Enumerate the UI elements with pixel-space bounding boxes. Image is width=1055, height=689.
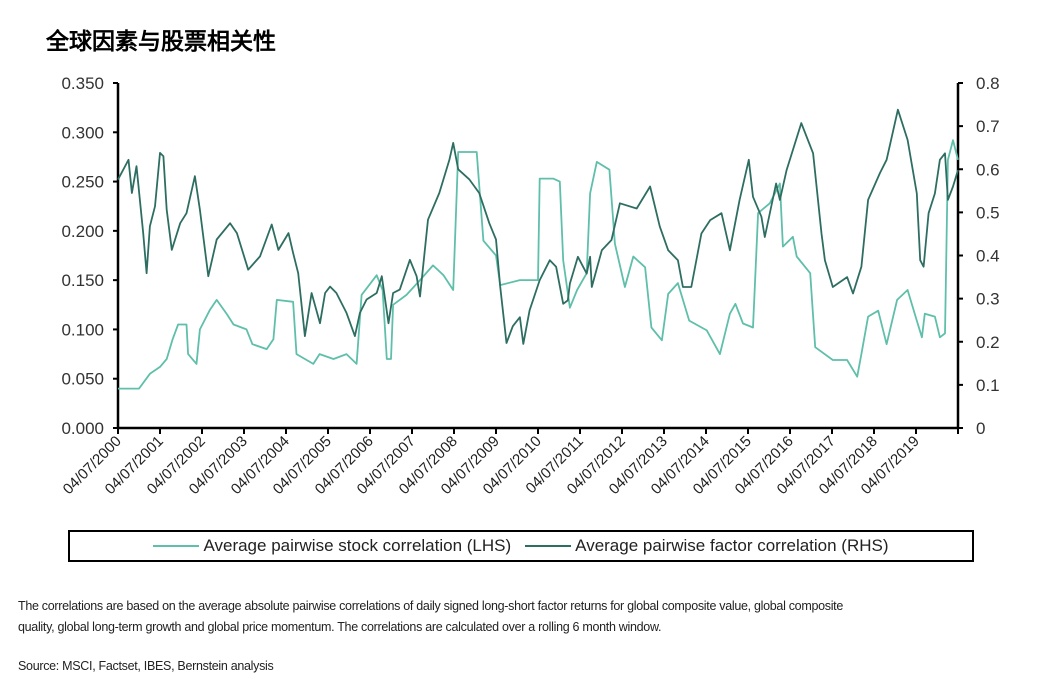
right-axis-tick-label: 0.1 <box>976 376 1000 395</box>
left-axis-tick-label: 0.000 <box>61 419 104 438</box>
right-axis-tick-label: 0.6 <box>976 160 1000 179</box>
left-axis-tick-label: 0.250 <box>61 173 104 192</box>
right-axis-tick-label: 0.4 <box>976 247 1000 266</box>
legend-swatch-factor <box>525 545 572 547</box>
legend-swatch-stock <box>153 545 200 547</box>
right-axis-tick-label: 0.2 <box>976 333 1000 352</box>
footnote: The correlations are based on the averag… <box>18 596 1048 638</box>
left-axis-tick-label: 0.350 <box>61 74 104 93</box>
factor-correlation-line <box>117 108 959 345</box>
left-axis-tick-label: 0.150 <box>61 271 104 290</box>
legend-item-factor: Average pairwise factor correlation (RHS… <box>525 536 889 556</box>
footnote-line-2: quality, global long-term growth and glo… <box>18 620 662 634</box>
legend: Average pairwise stock correlation (LHS)… <box>68 530 974 562</box>
legend-label-factor: Average pairwise factor correlation (RHS… <box>575 536 889 555</box>
series-lines <box>117 108 959 390</box>
right-axis-tick-label: 0.8 <box>976 74 1000 93</box>
left-axis-tick-label: 0.200 <box>61 222 104 241</box>
right-axis-tick-label: 0.5 <box>976 203 1000 222</box>
axes: 0.000 0.050 0.100 0.150 0.200 0.250 0.300 0.350… <box>60 74 1000 498</box>
footnote-line-1: The correlations are based on the averag… <box>18 599 844 613</box>
legend-label-stock: Average pairwise stock correlation (LHS) <box>203 536 512 555</box>
left-axis-tick-label: 0.050 <box>61 370 104 389</box>
right-axis-tick-label: 0 <box>976 419 985 438</box>
left-axis-tick-label: 0.100 <box>61 320 104 339</box>
right-axis-tick-label: 0.7 <box>976 117 1000 136</box>
left-axis-tick-label: 0.300 <box>61 123 104 142</box>
stock-correlation-line <box>118 139 959 390</box>
legend-item-stock: Average pairwise stock correlation (LHS) <box>153 536 511 556</box>
chart-title: 全球因素与股票相关性 <box>46 28 276 55</box>
source-note: Source: MSCI, Factset, IBES, Bernstein a… <box>18 659 274 673</box>
right-axis-tick-label: 0.3 <box>976 290 1000 309</box>
